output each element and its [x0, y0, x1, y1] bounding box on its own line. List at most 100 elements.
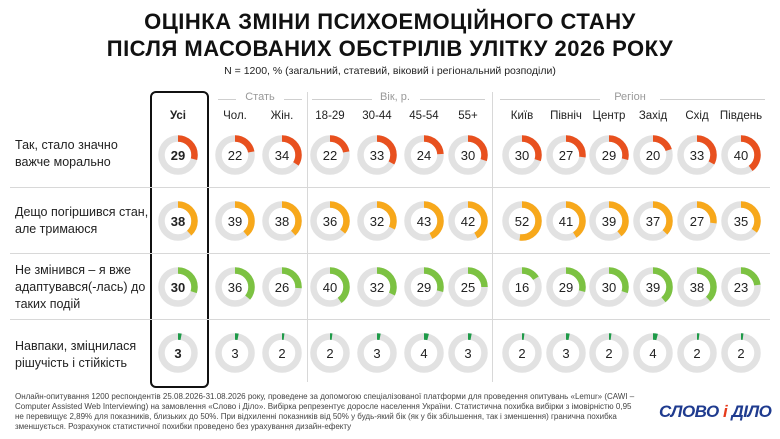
donut-r1-c9: 27	[546, 135, 586, 175]
column-header-10: Захід	[638, 110, 668, 122]
donut-arc	[448, 135, 488, 175]
donut-arc	[357, 333, 397, 373]
donut-arc	[310, 135, 350, 175]
donut-value-label: 39	[602, 214, 616, 229]
column-header-8: Північ	[550, 110, 582, 122]
donut-value-label: 2	[278, 346, 285, 361]
donut-value-label: 42	[461, 214, 475, 229]
chart-title-line2: ПІСЛЯ МАСОВАНИХ ОБСТРІЛІВ УЛІТКУ 2026 РО…	[106, 36, 674, 61]
donut-r4-c2: 3	[215, 333, 255, 373]
group-label-region: Регіон	[614, 91, 646, 103]
donut-arc	[158, 333, 198, 373]
donut-r1-c11: 20	[633, 135, 673, 175]
donut-arc	[502, 135, 542, 175]
donut-arc	[262, 201, 302, 241]
donut-arc	[158, 201, 198, 241]
donut-value-label: 2	[737, 346, 744, 361]
donut-r3-c13: 23	[721, 267, 761, 307]
donut-r3-c8: 16	[502, 267, 542, 307]
donut-arc	[677, 201, 717, 241]
donut-value-label: 52	[515, 214, 529, 229]
donut-r2-c4: 36	[310, 201, 350, 241]
donut-arc	[262, 333, 302, 373]
donut-arc	[721, 267, 761, 307]
donut-value-label: 2	[518, 346, 525, 361]
donut-value-label: 39	[646, 280, 660, 295]
donut-value-label: 36	[228, 280, 242, 295]
donut-value-label: 36	[323, 214, 337, 229]
donut-value-label: 2	[605, 346, 612, 361]
donut-arc	[721, 333, 761, 373]
donut-r3-c7: 25	[448, 267, 488, 307]
donut-arc	[633, 267, 673, 307]
chart-title-line1: ОЦІНКА ЗМІНИ ПСИХОЕМОЦІЙНОГО СТАНУ	[144, 9, 636, 34]
donut-r3-c5: 32	[357, 267, 397, 307]
row-label-2: Дещо погіршився стан, але тримаюся	[15, 205, 149, 236]
donut-arc	[502, 201, 542, 241]
donut-arc	[589, 135, 629, 175]
brand-logo: СЛОВО і ДІЛО	[659, 402, 772, 422]
donut-r2-c10: 39	[589, 201, 629, 241]
separator-gender-age	[307, 92, 308, 382]
donut-r1-c6: 24	[404, 135, 444, 175]
donut-value-label: 25	[461, 280, 475, 295]
donut-r4-c12: 2	[677, 333, 717, 373]
chart-subtitle: N = 1200, % (загальний, статевий, вікови…	[224, 65, 556, 77]
donut-value-label: 2	[326, 346, 333, 361]
donut-value-label: 3	[562, 346, 569, 361]
column-header-12: Південь	[719, 110, 763, 122]
donut-arc	[546, 201, 586, 241]
donut-value-label: 40	[323, 280, 337, 295]
donut-arc	[215, 267, 255, 307]
group-line-region-right	[660, 99, 765, 100]
donut-value-label: 24	[417, 148, 431, 163]
column-header-2: Жін.	[270, 110, 294, 122]
donut-value-label: 23	[734, 280, 748, 295]
donut-r1-c13: 40	[721, 135, 761, 175]
donut-r2-c3: 38	[262, 201, 302, 241]
donut-value-label: 41	[559, 214, 573, 229]
row-separator-1	[10, 187, 770, 188]
donut-value-label: 30	[171, 280, 185, 295]
donut-value-label: 20	[646, 148, 660, 163]
donut-r4-c6: 4	[404, 333, 444, 373]
donut-r2-c5: 32	[357, 201, 397, 241]
column-header-9: Центр	[592, 110, 626, 122]
donut-value-label: 4	[649, 346, 656, 361]
donut-arc	[357, 267, 397, 307]
donut-r1-c5: 33	[357, 135, 397, 175]
donut-arc	[502, 333, 542, 373]
logo-part2: ДІЛО	[731, 402, 772, 421]
donut-value-label: 34	[275, 148, 289, 163]
donut-value-label: 29	[602, 148, 616, 163]
row-label-3: Не змінився – я вже адаптувався(-лась) д…	[15, 263, 146, 311]
donut-r1-c7: 30	[448, 135, 488, 175]
donut-value-label: 32	[370, 214, 384, 229]
logo-part1: СЛОВО	[659, 402, 719, 421]
column-header-3: 18-29	[315, 110, 345, 122]
donut-arc	[158, 267, 198, 307]
donut-r2-c7: 42	[448, 201, 488, 241]
donut-value-label: 30	[515, 148, 529, 163]
donut-r3-c3: 26	[262, 267, 302, 307]
donut-arc	[215, 201, 255, 241]
donut-r4-c10: 2	[589, 333, 629, 373]
donut-arc	[262, 135, 302, 175]
donut-value-label: 3	[231, 346, 238, 361]
donut-arc	[404, 201, 444, 241]
donut-arc	[546, 267, 586, 307]
donut-r2-c6: 43	[404, 201, 444, 241]
column-header-5: 45-54	[409, 110, 439, 122]
donut-r1-c10: 29	[589, 135, 629, 175]
donut-value-label: 3	[174, 346, 181, 361]
row-separator-3	[10, 319, 770, 320]
donut-arc	[589, 333, 629, 373]
group-line-gender-right	[284, 99, 302, 100]
group-line-gender	[218, 99, 236, 100]
donut-arc	[633, 135, 673, 175]
donut-arc	[404, 267, 444, 307]
column-header-4: 30-44	[362, 110, 392, 122]
donut-r3-c6: 29	[404, 267, 444, 307]
donut-value-label: 27	[559, 148, 573, 163]
row-separator-2	[10, 253, 770, 254]
